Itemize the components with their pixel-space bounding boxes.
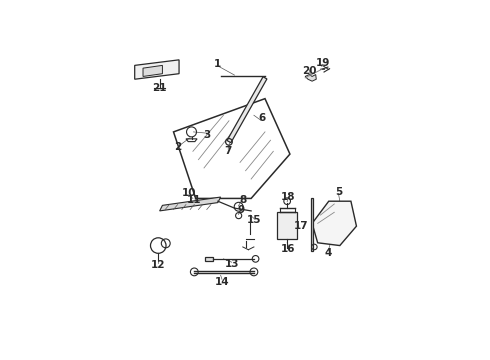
- Text: 20: 20: [302, 66, 317, 76]
- Text: 2: 2: [174, 142, 181, 152]
- Text: 13: 13: [224, 260, 239, 269]
- Polygon shape: [135, 60, 179, 79]
- Text: 9: 9: [238, 205, 245, 215]
- Text: 21: 21: [152, 83, 167, 93]
- Polygon shape: [305, 75, 316, 81]
- Text: 18: 18: [281, 192, 296, 202]
- Text: 4: 4: [324, 248, 332, 258]
- Polygon shape: [205, 257, 213, 261]
- Text: 5: 5: [335, 186, 342, 197]
- Polygon shape: [312, 201, 356, 246]
- Text: 14: 14: [215, 276, 229, 287]
- Text: 19: 19: [316, 58, 330, 68]
- Text: 16: 16: [281, 244, 296, 254]
- Polygon shape: [227, 77, 267, 143]
- Polygon shape: [277, 212, 297, 239]
- Text: 8: 8: [239, 195, 246, 205]
- Text: 1: 1: [214, 59, 221, 69]
- Text: 15: 15: [246, 215, 261, 225]
- Text: 11: 11: [187, 195, 201, 205]
- Polygon shape: [311, 198, 313, 251]
- Text: 3: 3: [203, 130, 210, 140]
- Text: 6: 6: [259, 113, 266, 123]
- Text: 17: 17: [294, 221, 308, 231]
- Polygon shape: [143, 66, 162, 76]
- Text: 10: 10: [181, 188, 196, 198]
- Text: 12: 12: [151, 260, 166, 270]
- Polygon shape: [160, 197, 220, 211]
- Text: 7: 7: [224, 146, 231, 156]
